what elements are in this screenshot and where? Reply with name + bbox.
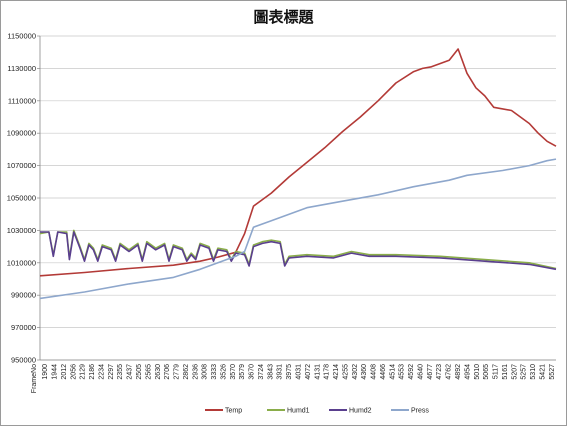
x-tick-label: 2779 — [174, 364, 181, 380]
y-tick-label: 1030000 — [7, 226, 36, 235]
x-tick-label: 3931 — [277, 364, 284, 380]
x-tick-label: 2186 — [89, 364, 96, 380]
x-tick-label: 4466 — [380, 364, 387, 380]
x-tick-label: 3670 — [249, 364, 256, 380]
x-tick-label: 4214 — [333, 364, 340, 380]
x-tick-label: 5421 — [539, 364, 546, 380]
x-tick-label: 4677 — [427, 364, 434, 380]
x-tick-label: 5161 — [502, 364, 509, 380]
x-tick-label: 5310 — [530, 364, 537, 380]
x-tick-label: 4723 — [436, 364, 443, 380]
y-tick-label: 950000 — [11, 356, 36, 365]
y-tick-label: 1090000 — [7, 129, 36, 138]
x-tick-label: 3570 — [230, 364, 237, 380]
x-tick-label: 3843 — [267, 364, 274, 380]
x-tick-label: 4255 — [342, 364, 349, 380]
x-tick-label: 3579 — [239, 364, 246, 380]
x-tick-label: 4360 — [361, 364, 368, 380]
x-tick-label: 3724 — [258, 364, 265, 380]
x-tick-label: 4031 — [296, 364, 303, 380]
y-tick-label: 1150000 — [7, 32, 36, 41]
chart-title: 圖表標題 — [253, 8, 314, 26]
legend-label-temp: Temp — [225, 408, 242, 415]
x-tick-label: 2129 — [80, 364, 87, 380]
x-tick-label: 4892 — [455, 364, 462, 380]
x-tick-label: 5065 — [483, 364, 490, 380]
x-tick-label: 4131 — [314, 364, 321, 380]
x-tick-label: 5207 — [511, 364, 518, 380]
x-axis-header: FrameNo — [31, 364, 38, 393]
x-tick-label: 5117 — [493, 364, 500, 379]
y-tick-label: 1050000 — [7, 194, 36, 203]
x-axis: FrameNo 1900 1944 2012 2056 2129 2186 2234 2297 2… — [31, 359, 556, 393]
x-tick-label: 5527 — [549, 364, 556, 380]
x-tick-label: 5010 — [474, 364, 481, 380]
x-tick-label: 4072 — [305, 364, 312, 380]
x-tick-label: 3008 — [202, 364, 209, 380]
x-tick-label: 3333 — [211, 364, 218, 380]
x-tick-label: 4514 — [389, 364, 396, 380]
y-tick-label: 1130000 — [7, 64, 36, 73]
legend: Temp Humd1 Humd2 Press — [205, 408, 429, 415]
x-tick-label: 2630 — [155, 364, 162, 380]
x-tick-label: 4592 — [408, 364, 415, 380]
y-tick-label: 1010000 — [7, 258, 36, 267]
x-tick-label: 3975 — [286, 364, 293, 380]
x-tick-label: 4178 — [324, 364, 331, 380]
x-tick-label: 2862 — [183, 364, 190, 380]
x-tick-label: 3526 — [220, 364, 227, 380]
x-tick-label: 2355 — [117, 364, 124, 380]
series-line-press — [39, 158, 557, 300]
y-tick-label: 970000 — [11, 323, 36, 332]
x-tick-label: 4553 — [399, 364, 406, 380]
x-tick-label: 2936 — [192, 364, 199, 380]
x-tick-label: 4408 — [371, 364, 378, 380]
legend-label-humd2: Humd2 — [349, 408, 372, 415]
series-line-temp — [39, 48, 557, 277]
y-tick-label: 990000 — [11, 291, 36, 300]
x-tick-label: 2706 — [164, 364, 171, 380]
x-tick-label: 5257 — [521, 364, 528, 380]
x-tick-label: 4640 — [417, 364, 424, 380]
x-tick-label: 2565 — [145, 364, 152, 380]
x-tick-label: 4762 — [446, 364, 453, 380]
legend-label-press: Press — [411, 408, 429, 415]
x-tick-label: 2297 — [108, 364, 115, 380]
gridlines — [40, 35, 556, 361]
x-tick-label: 2012 — [61, 364, 68, 380]
series-line-humd2 — [40, 231, 557, 271]
y-tick-label: 1070000 — [7, 161, 36, 170]
x-tick-label: 1900 — [42, 364, 49, 380]
x-tick-label: 2505 — [136, 364, 143, 380]
x-tick-label: 4954 — [464, 364, 471, 380]
y-tick-label: 1110000 — [8, 96, 36, 105]
x-tick-label: 4302 — [352, 364, 359, 380]
series-lines — [39, 48, 557, 300]
legend-label-humd1: Humd1 — [287, 408, 310, 415]
x-tick-label: 2056 — [70, 364, 77, 380]
x-tick-label: 2234 — [98, 364, 105, 380]
y-axis: 950000 970000 990000 1010000 1030000 1050000 1… — [7, 32, 41, 365]
x-tick-label: 2437 — [127, 364, 134, 380]
x-tick-label: 1944 — [52, 364, 59, 380]
